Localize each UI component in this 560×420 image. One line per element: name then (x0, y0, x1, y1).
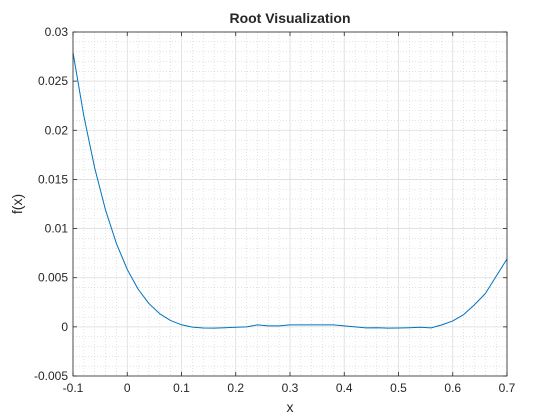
x-axis-label: x (287, 399, 294, 415)
x-tick-label: 0.3 (282, 381, 299, 395)
y-tick-label: 0.015 (38, 172, 68, 186)
chart-title: Root Visualization (229, 10, 350, 26)
tick-marks (72, 31, 508, 377)
y-tick-label: 0.005 (38, 271, 68, 285)
y-tick-label: 0.01 (45, 222, 69, 236)
x-tick-label: 0 (124, 381, 131, 395)
y-tick-label: 0.025 (38, 74, 68, 88)
x-tick-label: -0.1 (63, 381, 84, 395)
y-axis-label: f(x) (9, 194, 25, 214)
y-tick-label: 0.02 (45, 123, 69, 137)
x-tick-label: 0.2 (227, 381, 244, 395)
x-tick-label: 0.1 (173, 381, 190, 395)
x-tick-label: 0.6 (444, 381, 461, 395)
x-tick-label: 0.7 (499, 381, 516, 395)
series-layer (72, 52, 508, 329)
y-tick-labels: -0.005 0 0.005 0.01 0.015 0.02 0.025 0.03 (34, 25, 68, 383)
x-tick-labels: -0.1 0 0.1 0.2 0.3 0.4 0.5 0.6 0.7 (63, 381, 516, 395)
y-tick-label: 0 (61, 320, 68, 334)
series-line (72, 52, 508, 329)
y-tick-label: 0.03 (45, 25, 69, 39)
x-tick-label: 0.5 (390, 381, 407, 395)
x-tick-label: 0.4 (336, 381, 353, 395)
y-tick-label: -0.005 (34, 369, 68, 383)
